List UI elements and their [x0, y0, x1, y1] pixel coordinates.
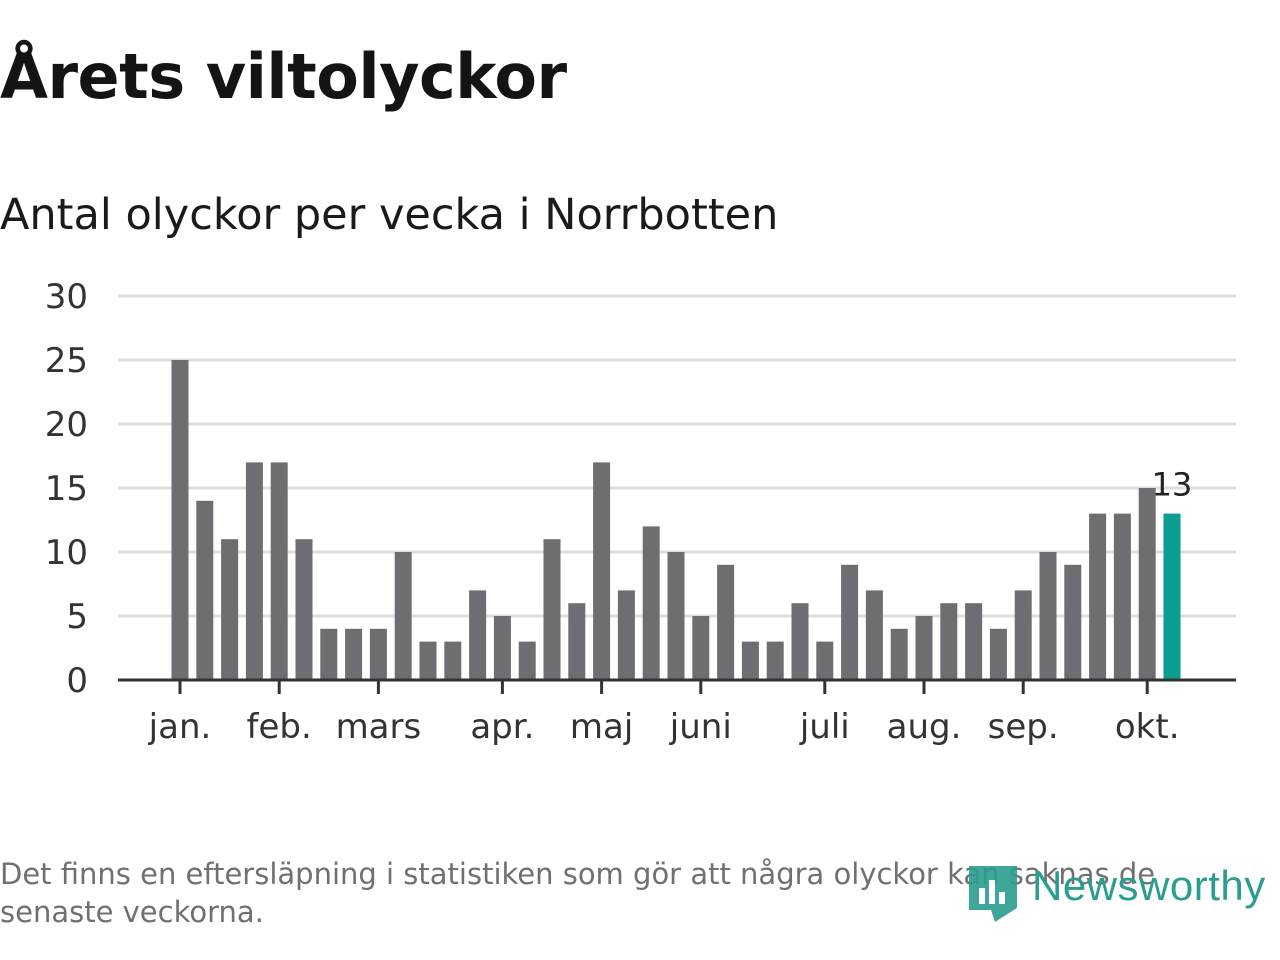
footnote: Det finns en eftersläpning i statistiken… [0, 857, 1156, 929]
bar [741, 641, 759, 680]
bar [1014, 590, 1032, 680]
bar [394, 552, 412, 680]
data-label-latest: 13 [1152, 466, 1193, 504]
bar [593, 462, 611, 680]
bar [369, 628, 387, 680]
x-tick-label: apr. [470, 707, 534, 747]
bar [493, 616, 511, 680]
x-tick-label: juni [669, 707, 732, 747]
bar [320, 628, 338, 680]
x-tick-label: jan. [148, 707, 212, 747]
y-tick-label: 15 [45, 469, 88, 509]
bar [568, 603, 586, 680]
y-tick-label: 10 [45, 533, 88, 573]
bar [171, 360, 189, 680]
bar [915, 616, 933, 680]
newsworthy-logo-icon [969, 866, 1017, 922]
bar [989, 628, 1007, 680]
bar [345, 628, 363, 680]
bar [469, 590, 487, 680]
bar [543, 539, 561, 680]
bar [1039, 552, 1057, 680]
bar [667, 552, 685, 680]
bar-chart: 0 5 10 15 20 25 30 jan. feb. mars apr. maj juni juli… [45, 277, 1236, 747]
y-tick-label: 20 [45, 405, 88, 445]
bar [940, 603, 958, 680]
x-axis-ticks: jan. feb. mars apr. maj juni juli aug. sep. okt. [148, 680, 1180, 747]
bar [518, 641, 536, 680]
bars [171, 360, 1181, 680]
bar [617, 590, 635, 680]
bar [196, 500, 214, 680]
chart-title: Årets viltolyckor [0, 40, 567, 113]
bar [1064, 564, 1082, 680]
bar [766, 641, 784, 680]
bar [1089, 513, 1107, 680]
x-tick-label: feb. [247, 707, 312, 747]
bar [419, 641, 437, 680]
bar [295, 539, 313, 680]
bar [791, 603, 809, 680]
bar [841, 564, 859, 680]
bar [692, 616, 710, 680]
y-tick-label: 25 [45, 341, 88, 381]
bar [717, 564, 735, 680]
y-tick-label: 5 [66, 597, 88, 637]
bar [965, 603, 983, 680]
y-tick-label: 0 [66, 661, 88, 701]
bar [865, 590, 883, 680]
x-tick-label: mars [336, 707, 422, 747]
chart-subtitle: Antal olyckor per vecka i Norrbotten [0, 190, 779, 240]
x-tick-label: aug. [887, 707, 962, 747]
y-tick-label: 30 [45, 277, 88, 317]
bar [221, 539, 239, 680]
data-labels: 13 [1152, 466, 1193, 504]
bar [245, 462, 263, 680]
bar [816, 641, 834, 680]
bar [270, 462, 288, 680]
bar [1113, 513, 1131, 680]
x-tick-label: juli [799, 707, 850, 747]
bar [444, 641, 462, 680]
x-tick-label: sep. [988, 707, 1059, 747]
x-tick-label: maj [570, 707, 633, 747]
bar-latest [1163, 513, 1181, 680]
brand-name: Newsworthy [1032, 862, 1266, 909]
bar [642, 526, 660, 680]
y-axis-ticks: 0 5 10 15 20 25 30 [45, 277, 88, 701]
bar [1138, 488, 1156, 680]
bar [890, 628, 908, 680]
x-tick-label: okt. [1115, 707, 1180, 747]
